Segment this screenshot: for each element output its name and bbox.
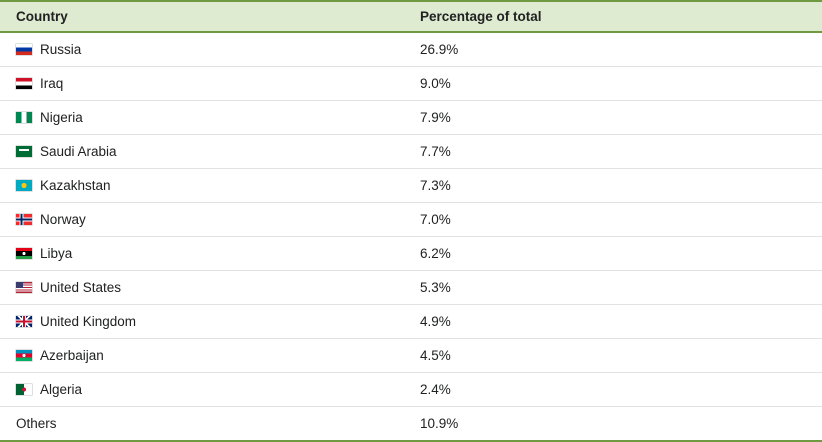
country-cell: Iraq [0,66,404,101]
country-cell: Norway [0,202,404,237]
libya-flag-icon [16,248,32,259]
percentage-value: 26.9% [420,42,459,57]
table-row: Norway 7.0% [0,202,822,237]
table-row: Kazakhstan 7.3% [0,168,822,203]
country-label: Russia [40,42,82,57]
percentage-value: 5.3% [420,280,451,295]
column-header-country: Country [0,0,404,33]
percentage-value: 7.7% [420,144,451,159]
table-row: Algeria 2.4% [0,372,822,407]
table-row: Libya 6.2% [0,236,822,271]
country-label: Nigeria [40,110,83,125]
percentage-cell: 7.3% [404,168,822,203]
table-row: Others 10.9% [0,406,822,442]
usa-flag-icon [16,282,32,293]
uk-flag-icon [16,316,32,327]
country-cell: United Kingdom [0,304,404,339]
country-cell: Saudi Arabia [0,134,404,169]
column-header-percentage: Percentage of total [404,0,822,33]
table-body: Russia 26.9% Iraq 9.0% Nigeria 7.9% [0,32,822,442]
country-label: Kazakhstan [40,178,111,193]
percentage-cell: 2.4% [404,372,822,407]
country-cell: Algeria [0,372,404,407]
algeria-flag-icon [16,384,32,395]
country-label: Norway [40,212,86,227]
percentage-cell: 7.9% [404,100,822,135]
russia-flag-icon [16,44,32,55]
table-row: Saudi Arabia 7.7% [0,134,822,169]
percentage-cell: 26.9% [404,32,822,67]
kazakhstan-flag-icon [16,180,32,191]
country-cell: Libya [0,236,404,271]
norway-flag-icon [16,214,32,225]
percentage-cell: 10.9% [404,406,822,442]
percentage-value: 7.3% [420,178,451,193]
percentage-value: 2.4% [420,382,451,397]
table-row: Nigeria 7.9% [0,100,822,135]
percentage-cell: 4.9% [404,304,822,339]
country-label: Algeria [40,382,83,397]
country-cell: Russia [0,32,404,67]
country-label: Iraq [40,76,64,91]
percentage-value: 7.9% [420,110,451,125]
country-label: Others [16,416,57,431]
country-label: United States [40,280,122,295]
iraq-flag-icon [16,78,32,89]
table-row: Iraq 9.0% [0,66,822,101]
country-label: Libya [40,246,73,261]
percentage-cell: 7.7% [404,134,822,169]
percentage-value: 6.2% [420,246,451,261]
percentage-value: 10.9% [420,416,459,431]
percentage-cell: 5.3% [404,270,822,305]
table-row: Russia 26.9% [0,32,822,67]
country-cell: Others [0,406,404,442]
percentage-value: 7.0% [420,212,451,227]
country-label: United Kingdom [40,314,137,329]
nigeria-flag-icon [16,112,32,123]
country-cell: Kazakhstan [0,168,404,203]
saudi-arabia-flag-icon [16,146,32,157]
table-row: United Kingdom 4.9% [0,304,822,339]
table-row: Azerbaijan 4.5% [0,338,822,373]
country-cell: Nigeria [0,100,404,135]
percentage-value: 9.0% [420,76,451,91]
percentage-value: 4.5% [420,348,451,363]
country-label: Azerbaijan [40,348,104,363]
country-cell: Azerbaijan [0,338,404,373]
percentage-cell: 6.2% [404,236,822,271]
percentage-cell: 7.0% [404,202,822,237]
percentage-value: 4.9% [420,314,451,329]
country-cell: United States [0,270,404,305]
header-row: Country Percentage of total [0,0,822,33]
azerbaijan-flag-icon [16,350,32,361]
table-row: United States 5.3% [0,270,822,305]
percentage-cell: 9.0% [404,66,822,101]
percentage-cell: 4.5% [404,338,822,373]
country-label: Saudi Arabia [40,144,117,159]
table-header: Country Percentage of total [0,0,822,33]
